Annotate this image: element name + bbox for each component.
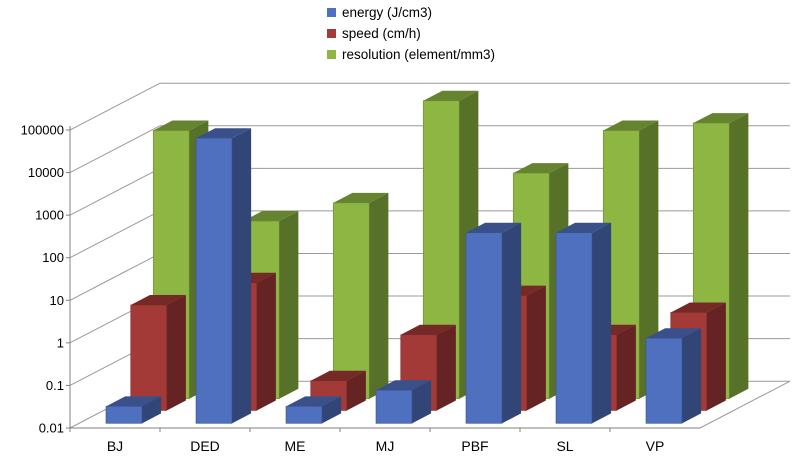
bar-front-face (130, 304, 168, 411)
bar-front-face (195, 137, 233, 424)
x-tick-label: BJ (107, 438, 123, 454)
legend-label: resolution (element/mm3) (342, 47, 495, 62)
x-tick-label: PBF (461, 438, 488, 454)
bar-top-face (376, 380, 432, 391)
bar-front-face (465, 232, 503, 424)
bar-front-face (555, 232, 593, 424)
side-gridline (69, 253, 161, 301)
bars-layer (105, 90, 749, 424)
bar-top-face (400, 324, 456, 335)
legend-swatch (327, 50, 336, 59)
x-tick-label: MJ (376, 438, 395, 454)
y-tick-label: 100000 (21, 123, 64, 138)
bar-front-face (105, 406, 143, 424)
bar-side-face (346, 370, 366, 411)
bar-side-face (729, 113, 749, 399)
bar-side-face (166, 295, 186, 411)
y-tick-label: 0.1 (46, 378, 64, 393)
bar-top-face (153, 120, 209, 131)
bar-front-face (375, 389, 413, 424)
bar-energy-MJ (375, 380, 432, 424)
x-tick-label: DED (190, 438, 220, 454)
floor-right-edge (699, 380, 791, 429)
bar-top-face (513, 163, 569, 174)
bar-top-face (670, 302, 726, 313)
bar-top-face (333, 192, 389, 203)
bar-front-face (645, 337, 683, 424)
legend-label: energy (J/cm3) (342, 5, 432, 20)
bar-speed-BJ (130, 295, 186, 411)
y-tick-label: 10 (50, 293, 64, 308)
bar-top-face (310, 370, 366, 381)
bar-side-face (592, 222, 612, 424)
bar-top-face (423, 90, 479, 101)
bar-side-face (682, 328, 702, 424)
bar-side-face (322, 396, 342, 424)
y-tick-label: 100 (42, 250, 64, 265)
bar-energy-VP (645, 328, 702, 424)
legend-label: speed (cm/h) (342, 26, 421, 41)
bar-energy-ME (285, 396, 342, 424)
bar-side-face (616, 324, 636, 411)
bar-side-face (436, 324, 456, 411)
bar-side-face (412, 380, 432, 424)
bar-side-face (502, 222, 522, 424)
bar-front-face (285, 406, 323, 424)
side-gridline (69, 125, 161, 174)
bar-side-face (369, 192, 389, 399)
bar-side-face (142, 396, 162, 424)
y-tick-label: 1000 (35, 208, 64, 223)
bar-resolution-ME (332, 192, 389, 400)
bar-side-face (232, 128, 252, 424)
bar-top-face (646, 328, 702, 339)
bar-top-face (286, 396, 342, 407)
bar-top-face (466, 222, 522, 233)
bar-energy-DED (195, 128, 252, 424)
bar-front-face (332, 202, 370, 400)
bar-side-face (706, 302, 726, 411)
bar-top-face (196, 128, 252, 139)
legend-swatch (327, 8, 336, 17)
bar-energy-BJ (105, 396, 162, 424)
bar-top-face (106, 396, 162, 407)
bar-top-face (556, 222, 612, 233)
bar-side-face (526, 285, 546, 411)
bar-side-face (256, 272, 276, 411)
legend-swatch (327, 29, 336, 38)
y-tick-label: 0.01 (39, 421, 64, 436)
bar-top-face (130, 295, 186, 305)
axis-layer: 0.01 0.1 1 10 100 1000 10000 100000 BJ DED ME MJ PBF… (21, 123, 700, 454)
bar-top-face (243, 211, 299, 221)
bar-top-face (603, 120, 659, 131)
bar-side-face (639, 120, 659, 399)
y-tick-label: 1 (57, 335, 64, 350)
side-gridline (69, 167, 161, 216)
side-gridline (69, 82, 161, 131)
x-tick-label: VP (646, 438, 665, 454)
x-tick-label: SL (556, 438, 573, 454)
bar-energy-SL (555, 222, 612, 424)
x-tick-label: ME (285, 438, 306, 454)
side-gridline (69, 210, 161, 259)
y-tick-label: 10000 (28, 165, 64, 180)
bar-top-face (693, 113, 749, 124)
legend: energy (J/cm3) speed (cm/h) resolution (el… (327, 5, 495, 62)
bar-energy-PBF (465, 222, 522, 424)
bar-side-face (279, 211, 299, 399)
